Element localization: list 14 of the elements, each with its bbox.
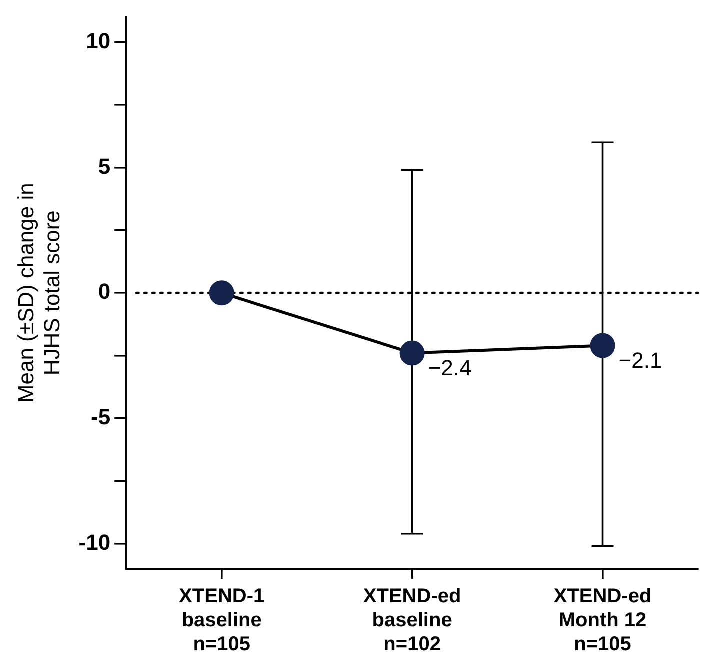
y-axis-title: Mean (±SD) change in HJHS total score	[13, 183, 65, 404]
point	[400, 340, 425, 366]
x-tick-label: XTEND-ed baseline n=102	[363, 586, 462, 656]
point	[209, 280, 234, 306]
point	[590, 333, 616, 358]
x-tick-label: XTEND-ed Month 12 n=105	[554, 586, 652, 656]
y-tick-label: 10	[86, 28, 111, 54]
x-tick-label: XTEND-1 baseline n=105	[179, 586, 265, 656]
y-tick-label: -10	[78, 530, 111, 555]
y-tick-label: 0	[98, 279, 111, 304]
data-label: −2.4	[428, 355, 472, 380]
y-tick-label: 5	[98, 154, 111, 179]
data-label: −2.1	[618, 348, 662, 373]
y-tick-label: -5	[91, 404, 111, 430]
